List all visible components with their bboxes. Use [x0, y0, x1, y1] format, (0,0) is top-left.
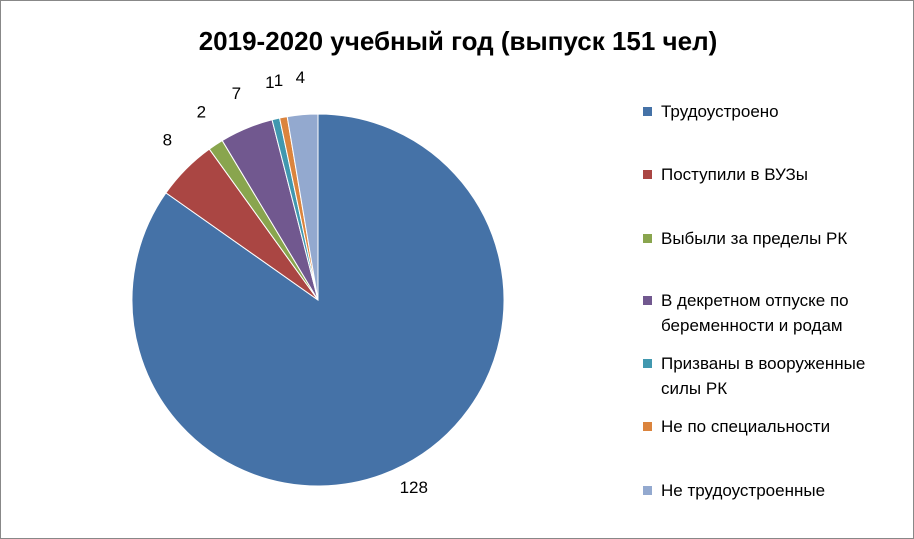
legend-swatch	[643, 422, 652, 431]
legend-swatch	[643, 170, 652, 179]
legend-swatch	[643, 296, 652, 305]
legend-item: Призваны в вооруженные силы РК	[643, 351, 893, 401]
data-label: 1	[274, 71, 283, 90]
legend-swatch	[643, 486, 652, 495]
data-label: 7	[232, 84, 241, 103]
legend-label: Поступили в ВУЗы	[661, 165, 808, 184]
legend-item: В декретном отпуске по беременности и ро…	[643, 288, 893, 338]
legend-label: Призваны в вооруженные силы РК	[661, 354, 866, 398]
legend-item: Не по специальности	[643, 414, 893, 439]
data-label: 1	[265, 73, 274, 92]
legend-label: Выбыли за пределы РК	[661, 229, 848, 248]
data-label: 128	[400, 478, 428, 497]
legend-label: В декретном отпуске по беременности и ро…	[661, 291, 849, 335]
chart-title: 2019-2020 учебный год (выпуск 151 чел)	[199, 26, 718, 56]
legend-swatch	[643, 359, 652, 368]
legend-item: Трудоустроено	[643, 99, 893, 124]
pie-slice	[286, 113, 319, 301]
legend-swatch	[643, 107, 652, 116]
legend-label: Трудоустроено	[661, 102, 779, 121]
data-label: 8	[163, 130, 172, 149]
legend-label: Не трудоустроенные	[661, 481, 826, 500]
data-label: 2	[197, 102, 206, 121]
legend-label: Не по специальности	[661, 417, 831, 436]
data-label: 4	[296, 68, 305, 87]
legend-item: Выбыли за пределы РК	[643, 226, 893, 251]
legend-swatch	[643, 234, 652, 243]
legend-item: Поступили в ВУЗы	[643, 162, 893, 187]
legend-item: Не трудоустроенные	[643, 478, 893, 503]
